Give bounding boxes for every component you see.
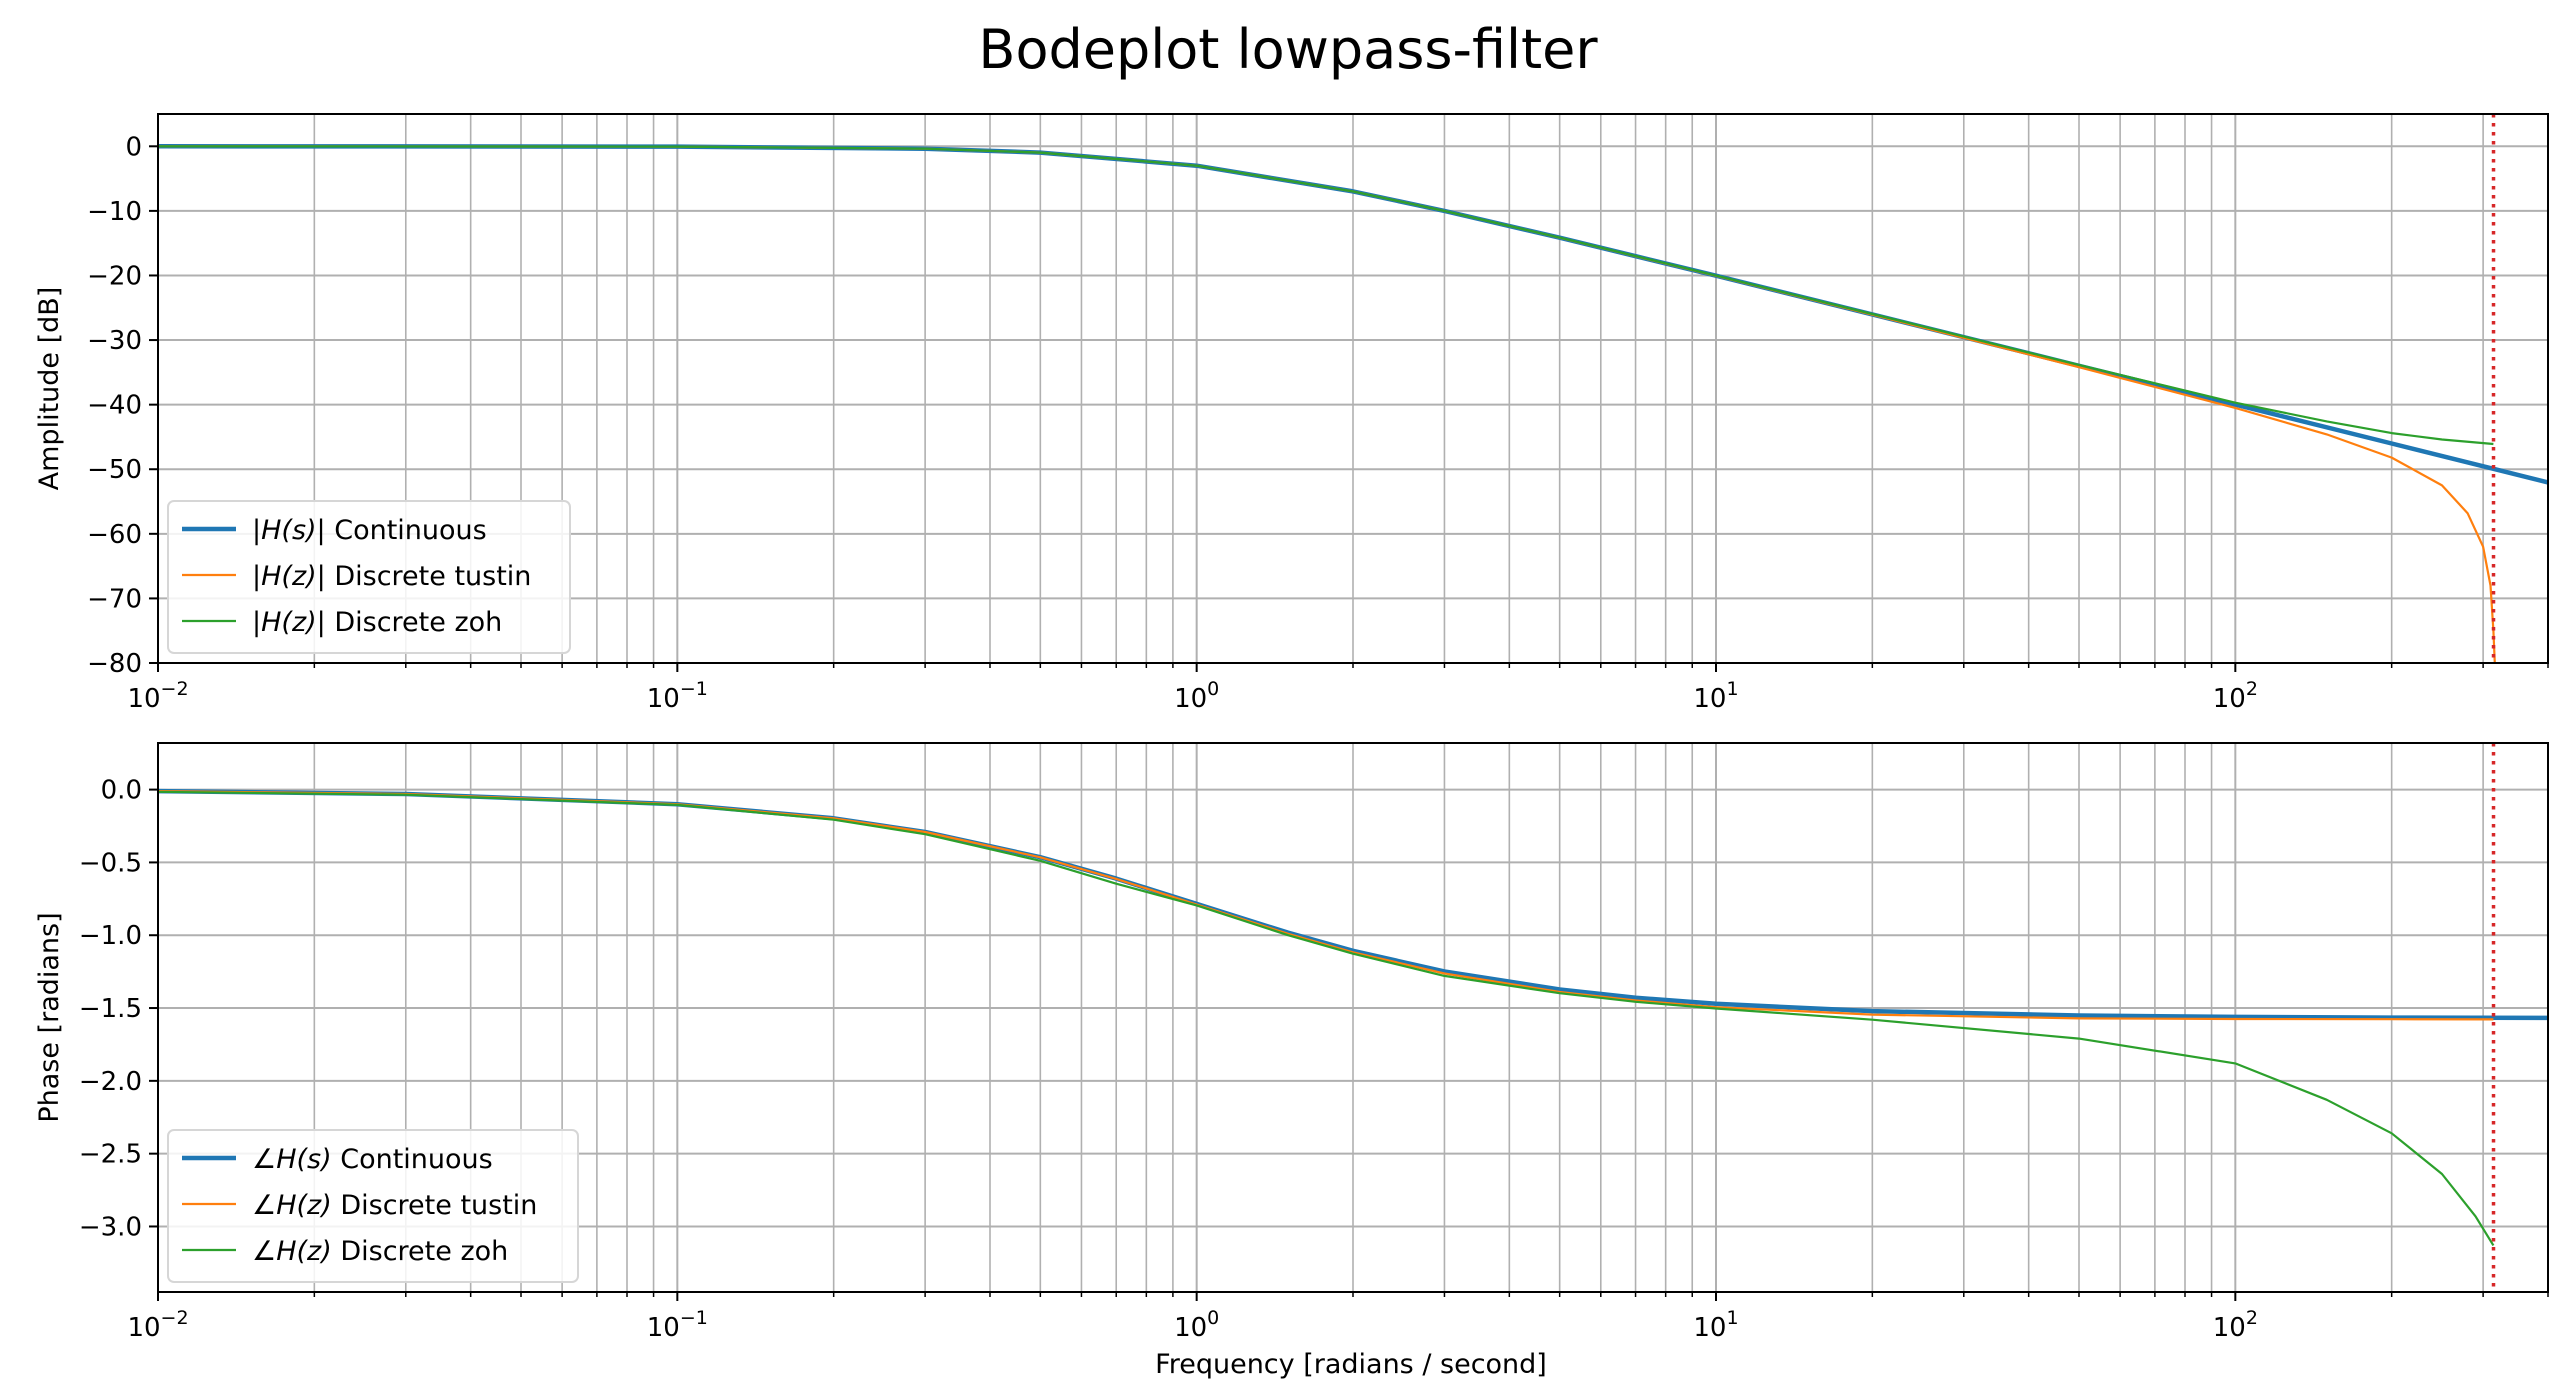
- y-tick-label: −70: [87, 584, 142, 614]
- phase-grid: [157, 743, 2549, 1292]
- legend-entry: |H(s)| Continuous: [252, 515, 487, 546]
- y-tick-label: 0.0: [101, 776, 142, 806]
- x-tick-label: 10−1: [647, 1307, 708, 1343]
- phase-panel: 10−2 10−1 100 101 102 0.0 −0.5 −1.0 −1.5 −2.0 −2.5…: [34, 742, 2549, 1343]
- y-tick-label: −2.0: [79, 1067, 142, 1097]
- amplitude-grid: [157, 114, 2549, 664]
- x-axis-label: Frequency [radians / second]: [1155, 1349, 1547, 1380]
- y-tick-label: −60: [87, 520, 142, 550]
- x-tick-label: 102: [2213, 678, 2258, 714]
- amplitude-y-axis-label: Amplitude [dB]: [34, 287, 65, 491]
- x-tick-label: 100: [1174, 1307, 1219, 1343]
- y-tick-label: 0: [125, 132, 142, 162]
- y-tick-label: −80: [87, 649, 142, 679]
- x-tick-label: 10−1: [647, 678, 708, 714]
- series-line-zoh: [158, 790, 2495, 1246]
- phase-y-axis-label: Phase [radians]: [34, 912, 65, 1122]
- y-tick-label: −1.5: [79, 994, 142, 1024]
- series-line-tustin: [158, 790, 2494, 1021]
- x-tick-label: 101: [1693, 678, 1738, 714]
- x-tick-label: 100: [1174, 678, 1219, 714]
- legend-box: [167, 500, 571, 654]
- y-tick-label: −30: [87, 326, 142, 356]
- x-tick-label: 102: [2213, 1307, 2258, 1343]
- amplitude-legend: |H(s)| Continuous |H(z)| Discrete tustin |…: [167, 500, 571, 654]
- y-tick-label: −2.5: [79, 1140, 142, 1170]
- y-tick-label: −40: [87, 391, 142, 421]
- legend-entry: |H(z)| Discrete tustin: [252, 561, 531, 592]
- x-tick-label: 101: [1693, 1307, 1738, 1343]
- x-tick-label: 10−2: [127, 1307, 188, 1343]
- series-line-zoh: [158, 145, 2494, 446]
- y-tick-label: −3.0: [79, 1212, 142, 1242]
- amplitude-panel: 10−2 10−1 100 101 102 0 −10 −20 −30 −40 −50 −60 −70 −…: [34, 113, 2549, 714]
- y-tick-label: −10: [87, 197, 142, 227]
- legend-entry: ∠H(z) Discrete zoh: [252, 1236, 508, 1267]
- phase-legend: ∠H(s) Continuous ∠H(z) Discrete tustin ∠H(…: [167, 1129, 579, 1283]
- legend-box: [167, 1129, 579, 1283]
- y-tick-label: −50: [87, 455, 142, 485]
- legend-entry: ∠H(s) Continuous: [252, 1144, 493, 1175]
- y-tick-label: −1.0: [79, 921, 142, 951]
- legend-entry: |H(z)| Discrete zoh: [252, 607, 502, 638]
- x-tick-label: 10−2: [127, 678, 188, 714]
- chart-title: Bodeplot lowpass-filter: [978, 18, 1598, 81]
- y-tick-label: −0.5: [79, 848, 142, 878]
- legend-entry: ∠H(z) Discrete tustin: [252, 1190, 537, 1221]
- y-tick-label: −20: [87, 261, 142, 291]
